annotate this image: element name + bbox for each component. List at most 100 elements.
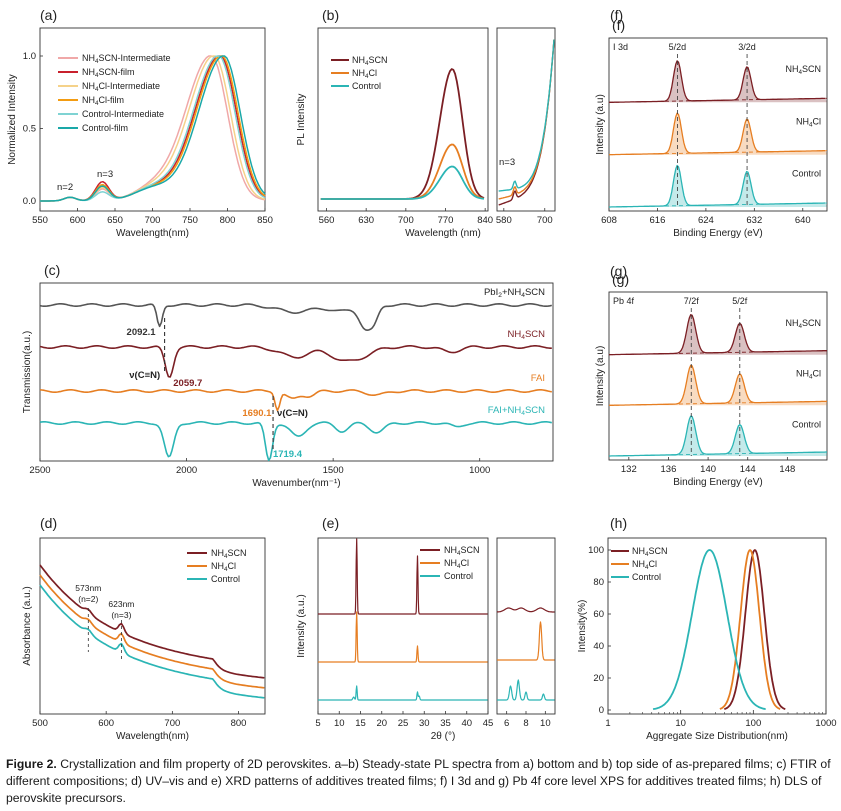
panel-label: (g) <box>610 263 627 279</box>
x-axis-label: 2θ (°) <box>431 731 456 742</box>
x-tick-label: 550 <box>32 215 48 226</box>
series-label: PbI2+NH4SCN <box>484 287 545 299</box>
x-tick-label: 5 <box>315 718 320 729</box>
x-axis-label: Wavenumber(nm⁻¹) <box>252 478 340 489</box>
x-axis-label: Wavelength(nm) <box>116 731 189 742</box>
x-tick-label: 1500 <box>323 465 344 476</box>
x-tick-label: 750 <box>182 215 198 226</box>
series-line <box>317 611 488 663</box>
x-tick-label: 45 <box>483 718 494 729</box>
y-axis-label: PL Intensity <box>296 94 307 146</box>
series-line <box>608 112 826 156</box>
annotation: I 3d <box>613 42 628 52</box>
legend-label: Control <box>632 572 661 582</box>
series-label: Control <box>792 169 821 179</box>
series-line <box>40 55 266 202</box>
x-tick-label: 770 <box>438 215 454 226</box>
panel-b-frame <box>317 27 489 212</box>
baseline-line <box>608 97 828 103</box>
legend-label: Control <box>444 571 473 581</box>
x-tick-label: 2500 <box>29 465 50 476</box>
baseline-line <box>608 350 828 356</box>
annotation: 573nm <box>75 583 101 593</box>
legend-label: NH4Cl <box>444 558 469 570</box>
y-axis-label: Intensity(%) <box>577 600 588 653</box>
series-label: FAI <box>531 373 545 384</box>
series-line <box>39 421 552 462</box>
peak-fill <box>609 113 827 155</box>
panel-d-frame <box>39 537 266 715</box>
x-tick-label: 500 <box>32 718 48 729</box>
x-tick-label: 650 <box>107 215 123 226</box>
y-tick-label: 1.0 <box>23 51 36 62</box>
panel-label: (h) <box>610 515 627 531</box>
series-line <box>498 39 555 192</box>
x-tick-label: 616 <box>650 215 666 226</box>
annotation: ν(C=N) <box>277 408 308 419</box>
series-label: Control <box>792 419 821 429</box>
annotation: 2059.7 <box>173 378 202 389</box>
series-line <box>652 549 766 711</box>
annotation: 2092.1 <box>127 327 157 338</box>
series-line <box>320 165 485 200</box>
x-tick-label: 700 <box>145 215 161 226</box>
series-label: FAI+NH4SCN <box>488 405 545 417</box>
legend-label: NH4SCN <box>352 55 388 67</box>
series-line <box>39 345 552 378</box>
legend-label: NH4SCN <box>444 545 480 557</box>
legend-label: NH4Cl <box>352 68 377 80</box>
x-tick-label: 6 <box>504 718 509 729</box>
series-label: NH4SCN <box>785 318 821 330</box>
series-line <box>317 538 488 615</box>
annotation: Pb 4f <box>613 296 635 306</box>
x-tick-label: 630 <box>358 215 374 226</box>
legend-label: NH4Cl <box>211 561 236 573</box>
series-line <box>39 584 265 699</box>
x-tick-label: 40 <box>461 718 472 729</box>
legend-label: Control-film <box>82 123 128 133</box>
series-line <box>609 364 828 406</box>
baseline-line <box>608 150 828 156</box>
series-line <box>496 607 555 613</box>
annotation: n=3 <box>97 169 113 180</box>
x-tick-label: 1000 <box>469 465 490 476</box>
panel-label: (b) <box>322 7 339 23</box>
legend-label: Control <box>352 81 381 91</box>
series-line <box>719 549 781 710</box>
series-line <box>39 303 552 331</box>
y-axis-label: Transmission(a.u.) <box>22 331 33 413</box>
panel-label: (g) <box>612 271 629 287</box>
x-tick-label: 608 <box>601 215 617 226</box>
panel-label: (f) <box>612 17 625 33</box>
x-axis-label: Binding Energy (eV) <box>673 228 763 239</box>
peak-fill <box>609 365 827 406</box>
y-tick-label: 0.5 <box>23 124 36 135</box>
x-tick-label: 8 <box>523 718 528 729</box>
annotation: (n=2) <box>78 594 98 604</box>
series-line <box>320 143 485 200</box>
x-tick-label: 10 <box>334 718 345 729</box>
panel-f-frame <box>608 37 828 212</box>
panel-b-inset-frame <box>496 27 556 212</box>
annotation: 3/2d <box>738 42 756 52</box>
annotation: (n=3) <box>111 610 131 620</box>
x-tick-label: 140 <box>700 464 716 475</box>
legend-label: NH4SCN <box>632 546 668 558</box>
legend-label: NH4SCN-film <box>82 67 135 79</box>
x-tick-label: 640 <box>795 215 811 226</box>
x-tick-label: 632 <box>746 215 762 226</box>
x-tick-label: 144 <box>740 464 756 475</box>
x-tick-label: 10 <box>675 718 686 729</box>
figure-caption: Figure 2. Crystallization and film prope… <box>6 756 836 807</box>
panel-g-frame <box>608 291 828 461</box>
x-axis-label: Binding Energy (eV) <box>673 477 763 488</box>
panel-label: (d) <box>40 515 57 531</box>
legend-label: NH4SCN <box>211 548 247 560</box>
x-tick-label: 20 <box>376 718 387 729</box>
x-tick-label: 148 <box>779 464 795 475</box>
y-axis-label: Normalized Intensity <box>7 74 18 165</box>
panel-label: (a) <box>40 7 57 23</box>
x-tick-label: 800 <box>220 215 236 226</box>
legend-label: NH4Cl-film <box>82 95 124 107</box>
